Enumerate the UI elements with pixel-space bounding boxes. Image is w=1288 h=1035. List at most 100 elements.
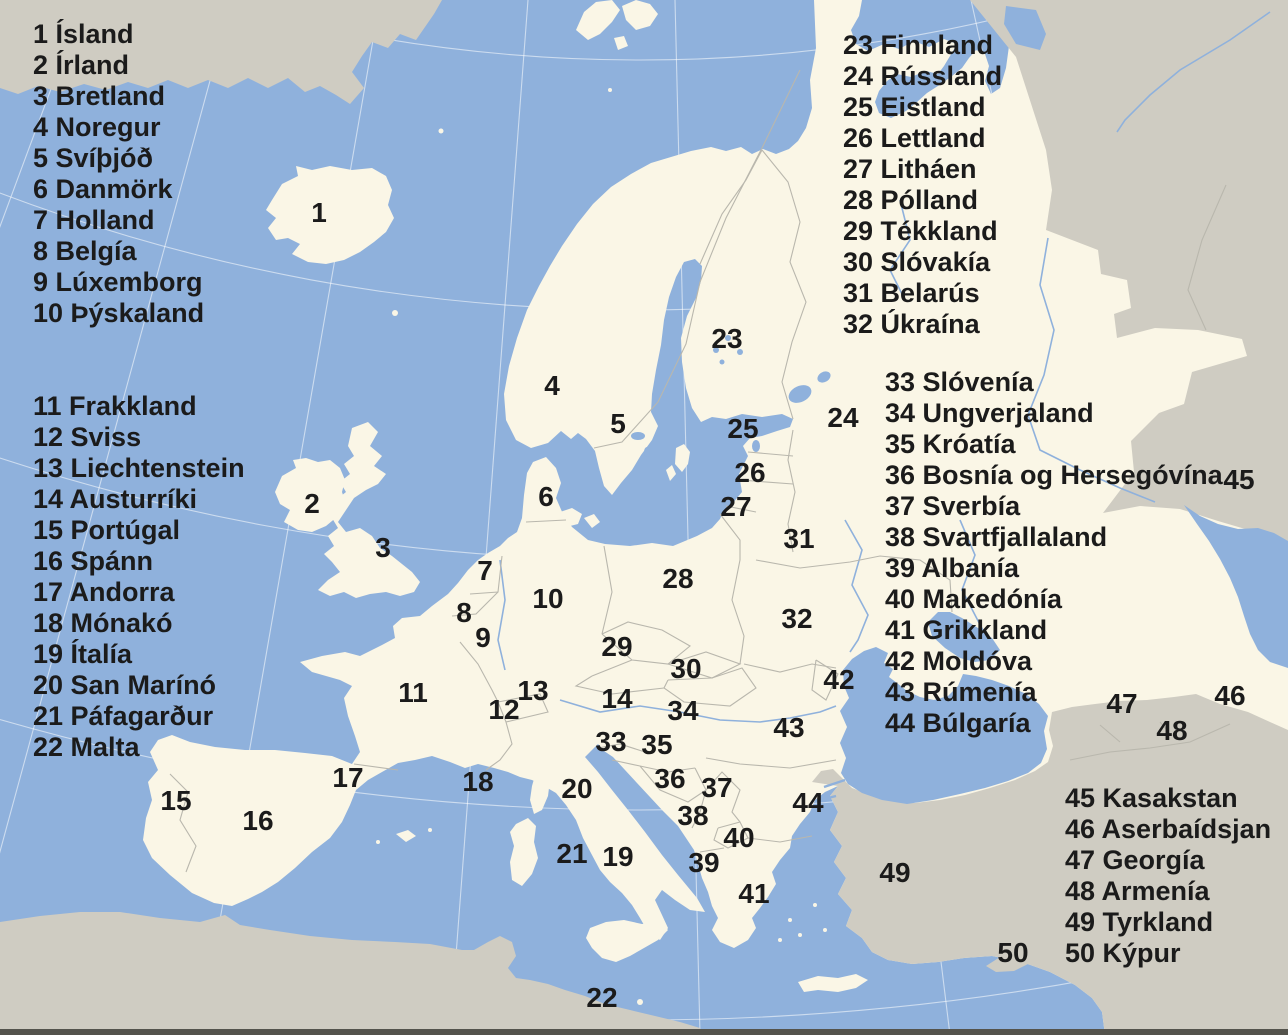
legend-item-17: 17 Andorra	[33, 577, 176, 607]
map-number-36: 36	[654, 763, 685, 794]
legend-item-42: 42 Moldóva	[885, 646, 1033, 676]
legend-item-49: 49 Tyrkland	[1065, 907, 1213, 937]
legend-item-26: 26 Lettland	[843, 123, 986, 153]
legend-item-46: 46 Aserbaídsjan	[1065, 814, 1271, 844]
legend-item-20: 20 San Marínó	[33, 670, 216, 700]
map-number-15: 15	[160, 785, 191, 816]
map-number-29: 29	[601, 631, 632, 662]
map-number-22: 22	[586, 982, 617, 1013]
sea-of-azov	[928, 612, 1000, 662]
black-sea	[840, 647, 1048, 804]
caspian-sea	[1184, 505, 1288, 668]
legend-item-7: 7 Holland	[33, 205, 155, 235]
map-number-9: 9	[475, 622, 491, 653]
legend-item-35: 35 Króatía	[885, 429, 1017, 459]
legend-item-4: 4 Noregur	[33, 112, 161, 142]
legend-item-38: 38 Svartfjallaland	[885, 522, 1107, 552]
map-number-16: 16	[242, 805, 273, 836]
map-number-19: 19	[602, 841, 633, 872]
asia-northeast-landmass	[970, 0, 1288, 543]
legend-item-43: 43 Rúmenía	[885, 677, 1038, 707]
map-number-37: 37	[701, 772, 732, 803]
map-number-24: 24	[827, 402, 859, 433]
legend-item-13: 13 Liechtenstein	[33, 453, 245, 483]
map-number-45: 45	[1223, 464, 1254, 495]
malta-island	[637, 999, 643, 1005]
map-number-18: 18	[462, 766, 493, 797]
map-number-7: 7	[477, 555, 493, 586]
legend-item-48: 48 Armenía	[1065, 876, 1211, 906]
map-number-6: 6	[538, 481, 554, 512]
legend-item-24: 24 Rússland	[843, 61, 1002, 91]
country-borders	[169, 69, 1231, 873]
map-number-47: 47	[1106, 688, 1137, 719]
oland-island	[666, 465, 676, 481]
lakes-and-rivers	[497, 6, 1271, 723]
legend-item-31: 31 Belarús	[843, 278, 980, 308]
legend-item-1: 1 Ísland	[33, 18, 134, 49]
legend-item-15: 15 Portúgal	[33, 515, 180, 545]
map-number-31: 31	[783, 523, 814, 554]
map-number-35: 35	[641, 729, 672, 760]
balearic-islands	[396, 830, 416, 842]
legend-item-41: 41 Grikkland	[885, 615, 1047, 645]
map-number-30: 30	[670, 653, 701, 684]
greenland-landmass	[0, 0, 442, 104]
map-number-44: 44	[792, 787, 824, 818]
map-number-32: 32	[781, 603, 812, 634]
inland-seas	[840, 505, 1288, 804]
cyprus-island	[986, 949, 1040, 972]
legend-item-45: 45 Kasakstan	[1065, 783, 1238, 813]
map-number-8: 8	[456, 597, 472, 628]
north-africa-landmass	[0, 912, 702, 1035]
map-number-42: 42	[823, 664, 854, 695]
legend-item-44: 44 Búlgaría	[885, 708, 1032, 738]
european-islands	[266, 0, 868, 1005]
legend-item-40: 40 Makedónía	[885, 584, 1063, 614]
legend-item-29: 29 Tékkland	[843, 216, 998, 246]
sicily-island	[586, 920, 668, 962]
legend-item-9: 9 Lúxemborg	[33, 267, 203, 297]
map-number-27: 27	[720, 491, 751, 522]
map-number-1: 1	[311, 197, 327, 228]
map-number-48: 48	[1156, 715, 1187, 746]
legend-item-14: 14 Austurríki	[33, 484, 197, 514]
legend-item-32: 32 Úkraína	[843, 308, 981, 339]
legend-item-28: 28 Pólland	[843, 185, 978, 215]
map-number-38: 38	[677, 800, 708, 831]
legend-item-18: 18 Mónakó	[33, 608, 173, 638]
legend-item-2: 2 Írland	[33, 49, 129, 80]
legend-item-19: 19 Ítalía	[33, 638, 133, 669]
map-number-5: 5	[610, 408, 626, 439]
map-number-40: 40	[723, 822, 754, 853]
legend-item-5: 5 Svíþjóð	[33, 143, 153, 173]
legend-item-16: 16 Spánn	[33, 546, 153, 576]
map-number-4: 4	[544, 370, 560, 401]
legend-item-50: 50 Kýpur	[1065, 938, 1181, 968]
crete-island	[798, 974, 868, 992]
sardinia-island	[510, 818, 538, 886]
map-number-49: 49	[879, 857, 910, 888]
svalbard-islands	[576, 0, 658, 50]
map-number-17: 17	[332, 762, 363, 793]
legend-item-27: 27 Litháen	[843, 154, 977, 184]
map-number-2: 2	[304, 488, 320, 519]
legend-item-33: 33 Slóvenía	[885, 367, 1035, 397]
map-number-39: 39	[688, 847, 719, 878]
map-number-28: 28	[662, 563, 693, 594]
map-number-43: 43	[773, 712, 804, 743]
legend-item-10: 10 Þýskaland	[33, 298, 204, 328]
map-number-50: 50	[997, 937, 1028, 968]
straits	[815, 778, 846, 803]
map-number-46: 46	[1214, 680, 1245, 711]
map-number-3: 3	[375, 532, 391, 563]
legend-item-39: 39 Albanía	[885, 553, 1020, 583]
map-number-12: 12	[488, 694, 519, 725]
map-number-11: 11	[398, 677, 428, 708]
legend-item-3: 3 Bretland	[33, 81, 165, 111]
anatolia-middle-east-landmass	[812, 694, 1288, 1035]
